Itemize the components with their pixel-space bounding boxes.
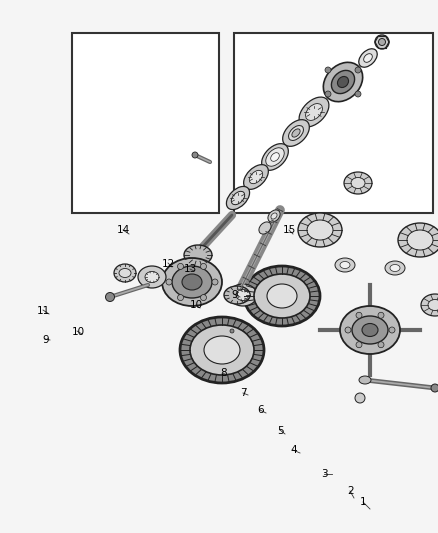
Circle shape xyxy=(355,67,361,73)
Ellipse shape xyxy=(204,336,240,364)
Circle shape xyxy=(325,67,331,73)
Ellipse shape xyxy=(362,324,378,336)
Ellipse shape xyxy=(298,213,342,247)
Ellipse shape xyxy=(244,165,268,189)
Ellipse shape xyxy=(352,316,388,344)
Ellipse shape xyxy=(351,177,365,189)
Ellipse shape xyxy=(421,294,438,316)
Circle shape xyxy=(378,38,385,45)
Ellipse shape xyxy=(145,271,159,282)
Circle shape xyxy=(378,312,384,318)
Ellipse shape xyxy=(244,266,320,326)
Circle shape xyxy=(212,279,218,285)
Ellipse shape xyxy=(271,213,277,219)
Circle shape xyxy=(355,393,365,403)
Text: 15: 15 xyxy=(283,225,296,235)
Ellipse shape xyxy=(182,274,202,290)
Ellipse shape xyxy=(226,187,250,209)
Ellipse shape xyxy=(306,103,322,120)
Text: 5: 5 xyxy=(277,426,284,435)
Ellipse shape xyxy=(364,54,372,62)
Text: 14: 14 xyxy=(117,225,130,235)
Ellipse shape xyxy=(138,266,166,288)
Ellipse shape xyxy=(390,264,400,271)
Text: 10: 10 xyxy=(190,301,203,310)
Ellipse shape xyxy=(172,266,212,298)
Text: 4: 4 xyxy=(290,446,297,455)
Circle shape xyxy=(177,263,184,269)
Text: 9: 9 xyxy=(42,335,49,344)
Text: 11: 11 xyxy=(37,306,50,316)
Circle shape xyxy=(375,35,389,49)
Ellipse shape xyxy=(340,262,350,269)
Ellipse shape xyxy=(180,317,264,383)
Ellipse shape xyxy=(428,300,438,311)
Circle shape xyxy=(355,91,361,97)
Ellipse shape xyxy=(283,119,309,147)
Ellipse shape xyxy=(335,258,355,272)
Text: 3: 3 xyxy=(321,470,328,479)
Text: 10: 10 xyxy=(71,327,85,336)
Text: 13: 13 xyxy=(184,264,197,274)
Ellipse shape xyxy=(229,284,257,306)
Text: 9: 9 xyxy=(231,290,238,300)
Ellipse shape xyxy=(268,210,280,222)
Ellipse shape xyxy=(259,222,271,234)
Ellipse shape xyxy=(119,269,131,278)
Circle shape xyxy=(201,295,206,301)
Ellipse shape xyxy=(340,306,400,354)
Ellipse shape xyxy=(162,258,222,306)
Circle shape xyxy=(356,342,362,348)
Ellipse shape xyxy=(359,376,371,384)
Circle shape xyxy=(230,329,234,333)
Circle shape xyxy=(325,91,331,97)
Ellipse shape xyxy=(385,261,405,275)
Text: 1: 1 xyxy=(360,497,367,507)
Ellipse shape xyxy=(337,76,349,87)
Circle shape xyxy=(192,152,198,158)
Ellipse shape xyxy=(289,126,304,141)
Ellipse shape xyxy=(267,284,297,308)
Text: 6: 6 xyxy=(257,406,264,415)
Ellipse shape xyxy=(249,171,263,184)
Circle shape xyxy=(345,327,351,333)
Circle shape xyxy=(177,295,184,301)
Ellipse shape xyxy=(261,144,288,171)
Circle shape xyxy=(378,342,384,348)
Ellipse shape xyxy=(114,264,136,282)
Ellipse shape xyxy=(407,230,433,250)
Ellipse shape xyxy=(231,191,245,205)
Ellipse shape xyxy=(359,49,377,67)
Text: 8: 8 xyxy=(220,368,227,378)
Ellipse shape xyxy=(266,148,284,166)
Bar xyxy=(234,33,433,213)
Ellipse shape xyxy=(224,286,250,304)
Text: 2: 2 xyxy=(347,487,354,496)
Ellipse shape xyxy=(236,289,250,301)
Bar xyxy=(72,33,219,213)
Circle shape xyxy=(389,327,395,333)
Ellipse shape xyxy=(299,97,329,127)
Circle shape xyxy=(166,279,172,285)
Ellipse shape xyxy=(271,152,279,161)
Ellipse shape xyxy=(254,274,310,318)
Ellipse shape xyxy=(184,245,212,265)
Ellipse shape xyxy=(344,172,372,194)
Circle shape xyxy=(356,312,362,318)
Ellipse shape xyxy=(190,325,254,375)
Circle shape xyxy=(201,263,206,269)
Text: 7: 7 xyxy=(240,389,247,398)
Ellipse shape xyxy=(307,220,333,240)
Ellipse shape xyxy=(323,62,363,102)
Circle shape xyxy=(431,384,438,392)
Ellipse shape xyxy=(398,223,438,257)
Text: 12: 12 xyxy=(162,259,175,269)
Ellipse shape xyxy=(292,129,300,137)
Circle shape xyxy=(106,293,114,302)
Ellipse shape xyxy=(332,70,355,94)
